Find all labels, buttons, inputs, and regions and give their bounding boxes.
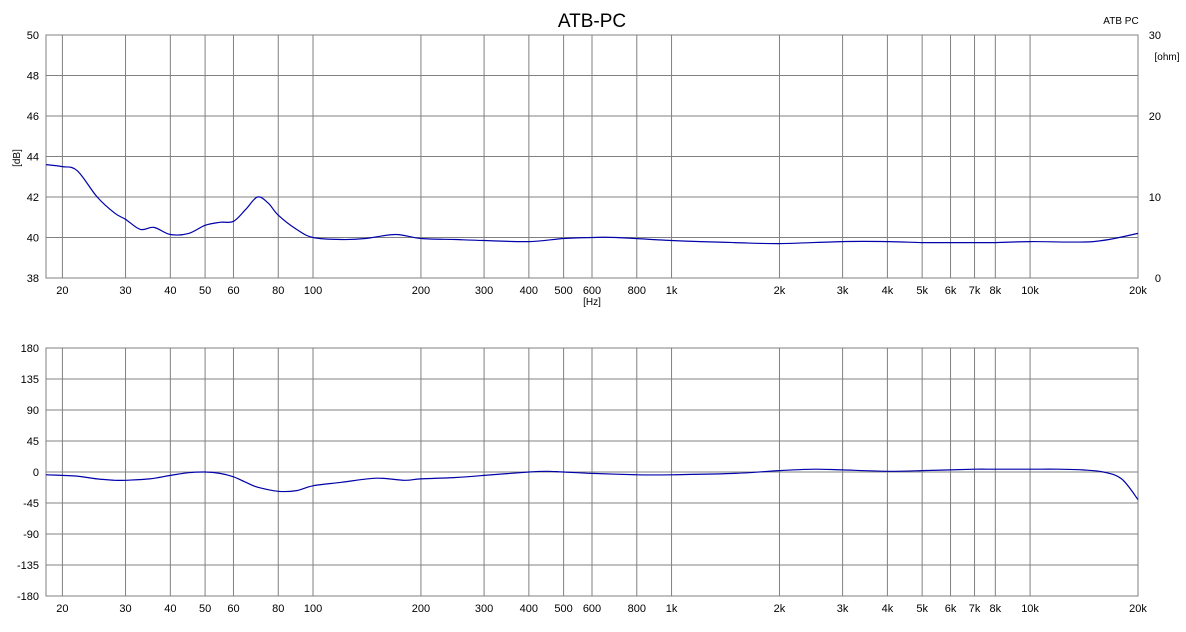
x-tick-label: 8k [990,603,1002,615]
y-tick-label: 44 [27,152,39,164]
y-tick-label: 38 [27,273,39,285]
x-tick-label: 400 [520,285,538,297]
x-tick-label: 600 [583,285,601,297]
x-tick-label: 7k [969,603,981,615]
x-tick-label: 300 [475,285,493,297]
x-tick-label: 1k [666,603,678,615]
y-tick-label: 45 [27,436,39,448]
x-tick-label: 50 [199,603,211,615]
x-tick-label: 30 [119,285,131,297]
x-tick-label: 4k [882,603,894,615]
impedance-y-ticks: 0 10 20 30 [1149,30,1161,285]
x-tick-label: 100 [304,603,322,615]
x-tick-label: 6k [945,285,957,297]
x-tick-label: 40 [164,603,176,615]
x-tick-label: 2k [774,603,786,615]
x-tick-label: 5k [916,603,928,615]
x-tick-label: 30 [119,603,131,615]
x-tick-label: 80 [272,285,284,297]
x-axis-label: [Hz] [583,297,601,308]
x-tick-label: 20k [1129,603,1147,615]
y-tick-label: -180 [17,591,39,603]
x-tick-label: 800 [628,603,646,615]
legend-label: ATB PC [1103,16,1138,27]
x-tick-label: 2k [774,285,786,297]
phase-series-line [45,468,1139,500]
x-tick-label: 10k [1021,603,1039,615]
x-tick-label: 60 [227,285,239,297]
y-tick-label: 50 [27,30,39,42]
y-tick-label: -45 [23,498,39,510]
x-tick-label: 80 [272,603,284,615]
x-tick-label: 3k [837,285,849,297]
y2-tick-label: 20 [1149,111,1161,123]
x-tick-label: 20 [56,603,68,615]
x-tick-label: 600 [583,603,601,615]
x-tick-label: 6k [945,603,957,615]
y-tick-label: 46 [27,111,39,123]
y-tick-label: 135 [21,374,39,386]
magnitude-x-ticks: 20 30 40 50 60 80 100 200 300 400 500 600 800 1k 2k 3k 4… [56,285,1147,297]
phase-x-ticks: 20 30 40 50 60 80 100 200 300 400 500 600 800 1k 2k 3k 4… [56,603,1147,615]
x-tick-label: 300 [475,603,493,615]
chart-title: ATB-PC [558,11,626,32]
y-tick-label: 40 [27,233,39,245]
y2-tick-label: 0 [1155,273,1161,285]
x-tick-label: 40 [164,285,176,297]
x-tick-label: 800 [628,285,646,297]
x-tick-label: 4k [882,285,894,297]
y2-tick-label: 30 [1149,30,1161,42]
x-tick-label: 200 [412,285,430,297]
x-tick-label: 10k [1021,285,1039,297]
x-tick-label: 400 [520,603,538,615]
y-tick-label: 42 [27,192,39,204]
x-tick-label: 5k [916,285,928,297]
y-tick-label: 48 [27,71,39,83]
magnitude-y-ticks: 38 40 42 44 46 48 50 [27,30,39,285]
x-tick-label: 60 [227,603,239,615]
x-tick-label: 200 [412,603,430,615]
y-tick-label: -90 [23,529,39,541]
x-tick-label: 8k [990,285,1002,297]
y2-axis-label: [ohm] [1154,52,1179,63]
x-tick-label: 100 [304,285,322,297]
x-tick-label: 1k [666,285,678,297]
phase-grid [46,348,1138,596]
phase-chart: -180 -135 -90 -45 0 45 90 135 180 20 30 40 50 60 80 10… [17,343,1147,615]
y-tick-label: 90 [27,405,39,417]
y-tick-label: 180 [21,343,39,355]
x-tick-label: 7k [969,285,981,297]
y-tick-label: 0 [33,467,39,479]
magnitude-series-line [45,164,1139,245]
x-tick-label: 500 [554,603,572,615]
y2-tick-label: 10 [1149,192,1161,204]
x-tick-label: 50 [199,285,211,297]
x-tick-label: 3k [837,603,849,615]
phase-y-ticks: -180 -135 -90 -45 0 45 90 135 180 [17,343,39,603]
y-axis-label: [dB] [12,149,23,167]
x-tick-label: 500 [554,285,572,297]
x-tick-label: 20 [56,285,68,297]
y-tick-label: -135 [17,560,39,572]
x-tick-label: 20k [1129,285,1147,297]
